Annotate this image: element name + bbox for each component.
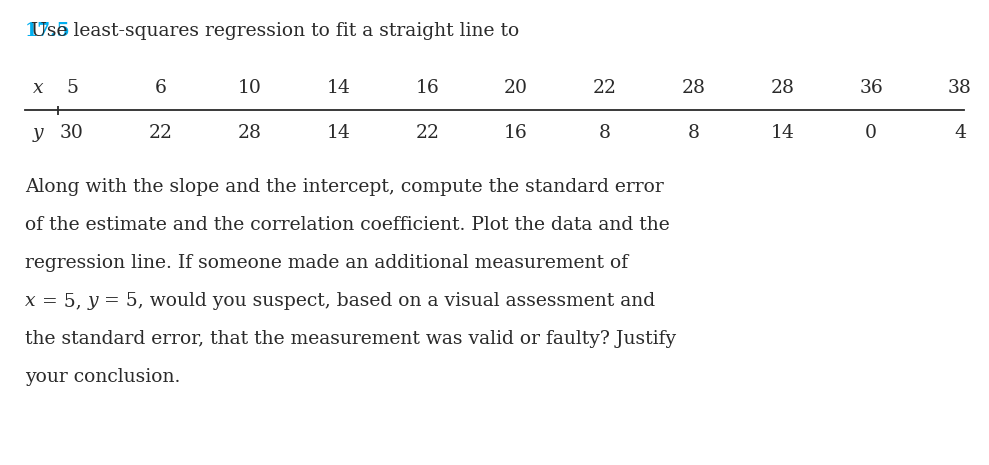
- Text: 10: 10: [237, 79, 261, 97]
- Text: 28: 28: [237, 124, 262, 142]
- Text: 22: 22: [148, 124, 173, 142]
- Text: 16: 16: [504, 124, 528, 142]
- Text: x: x: [25, 292, 36, 310]
- Text: x: x: [33, 79, 44, 97]
- Text: 36: 36: [859, 79, 883, 97]
- Text: Along with the slope and the intercept, compute the standard error: Along with the slope and the intercept, …: [25, 178, 664, 196]
- Text: 22: 22: [415, 124, 439, 142]
- Text: the standard error, that the measurement was valid or faulty? Justify: the standard error, that the measurement…: [25, 330, 676, 348]
- Text: 38: 38: [948, 79, 972, 97]
- Text: Use least-squares regression to fit a straight line to: Use least-squares regression to fit a st…: [25, 22, 519, 40]
- Text: 28: 28: [770, 79, 794, 97]
- Text: 22: 22: [592, 79, 617, 97]
- Text: = 5, would you suspect, based on a visual assessment and: = 5, would you suspect, based on a visua…: [98, 292, 655, 310]
- Text: regression line. If someone made an additional measurement of: regression line. If someone made an addi…: [25, 254, 628, 272]
- Text: 4: 4: [954, 124, 966, 142]
- Text: 14: 14: [326, 79, 350, 97]
- Text: 30: 30: [60, 124, 84, 142]
- Text: y: y: [87, 292, 98, 310]
- Text: 6: 6: [155, 79, 167, 97]
- Text: 16: 16: [415, 79, 439, 97]
- Text: 8: 8: [598, 124, 611, 142]
- Text: your conclusion.: your conclusion.: [25, 368, 180, 386]
- Text: = 5,: = 5,: [36, 292, 87, 310]
- Text: 0: 0: [865, 124, 877, 142]
- Text: 14: 14: [770, 124, 794, 142]
- Text: 28: 28: [681, 79, 705, 97]
- Text: 14: 14: [326, 124, 350, 142]
- Text: 20: 20: [504, 79, 528, 97]
- Text: 17.5: 17.5: [25, 22, 70, 40]
- Text: 8: 8: [687, 124, 699, 142]
- Text: y: y: [33, 124, 44, 142]
- Text: 5: 5: [66, 79, 78, 97]
- Text: of the estimate and the correlation coefficient. Plot the data and the: of the estimate and the correlation coef…: [25, 216, 670, 234]
